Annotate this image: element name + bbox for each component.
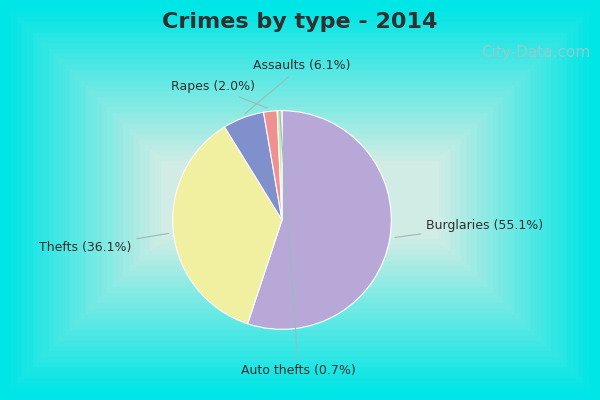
Bar [145, 145, 455, 255]
Bar [28, 27, 572, 373]
Wedge shape [224, 112, 282, 220]
Bar [155, 155, 445, 245]
Bar [118, 118, 482, 282]
Bar [70, 70, 530, 330]
Text: City-Data.com: City-Data.com [481, 44, 590, 60]
Text: Rapes (2.0%): Rapes (2.0%) [170, 80, 268, 108]
Bar [49, 49, 551, 351]
Text: Auto thefts (0.7%): Auto thefts (0.7%) [241, 111, 356, 377]
Bar [161, 161, 439, 239]
Text: Burglaries (55.1%): Burglaries (55.1%) [395, 219, 544, 238]
Bar [97, 97, 503, 303]
Bar [102, 102, 498, 298]
Wedge shape [263, 111, 282, 220]
Bar [150, 150, 450, 250]
Wedge shape [173, 127, 282, 324]
Bar [134, 134, 466, 266]
Text: Assaults (6.1%): Assaults (6.1%) [245, 59, 350, 114]
Bar [38, 38, 562, 362]
Bar [124, 123, 476, 277]
Bar [91, 91, 509, 309]
Bar [113, 113, 487, 287]
Bar [128, 129, 472, 271]
Bar [54, 54, 546, 346]
Bar [59, 59, 541, 341]
Bar [43, 43, 557, 357]
Bar [107, 107, 493, 293]
Text: Thefts (36.1%): Thefts (36.1%) [39, 233, 169, 254]
Bar [86, 86, 514, 314]
Bar [80, 81, 520, 319]
Wedge shape [277, 111, 282, 220]
Bar [22, 22, 578, 378]
Text: Crimes by type - 2014: Crimes by type - 2014 [163, 12, 437, 32]
Bar [139, 139, 461, 261]
Bar [32, 33, 568, 367]
Bar [65, 65, 535, 335]
Wedge shape [248, 111, 391, 329]
Bar [76, 75, 524, 325]
